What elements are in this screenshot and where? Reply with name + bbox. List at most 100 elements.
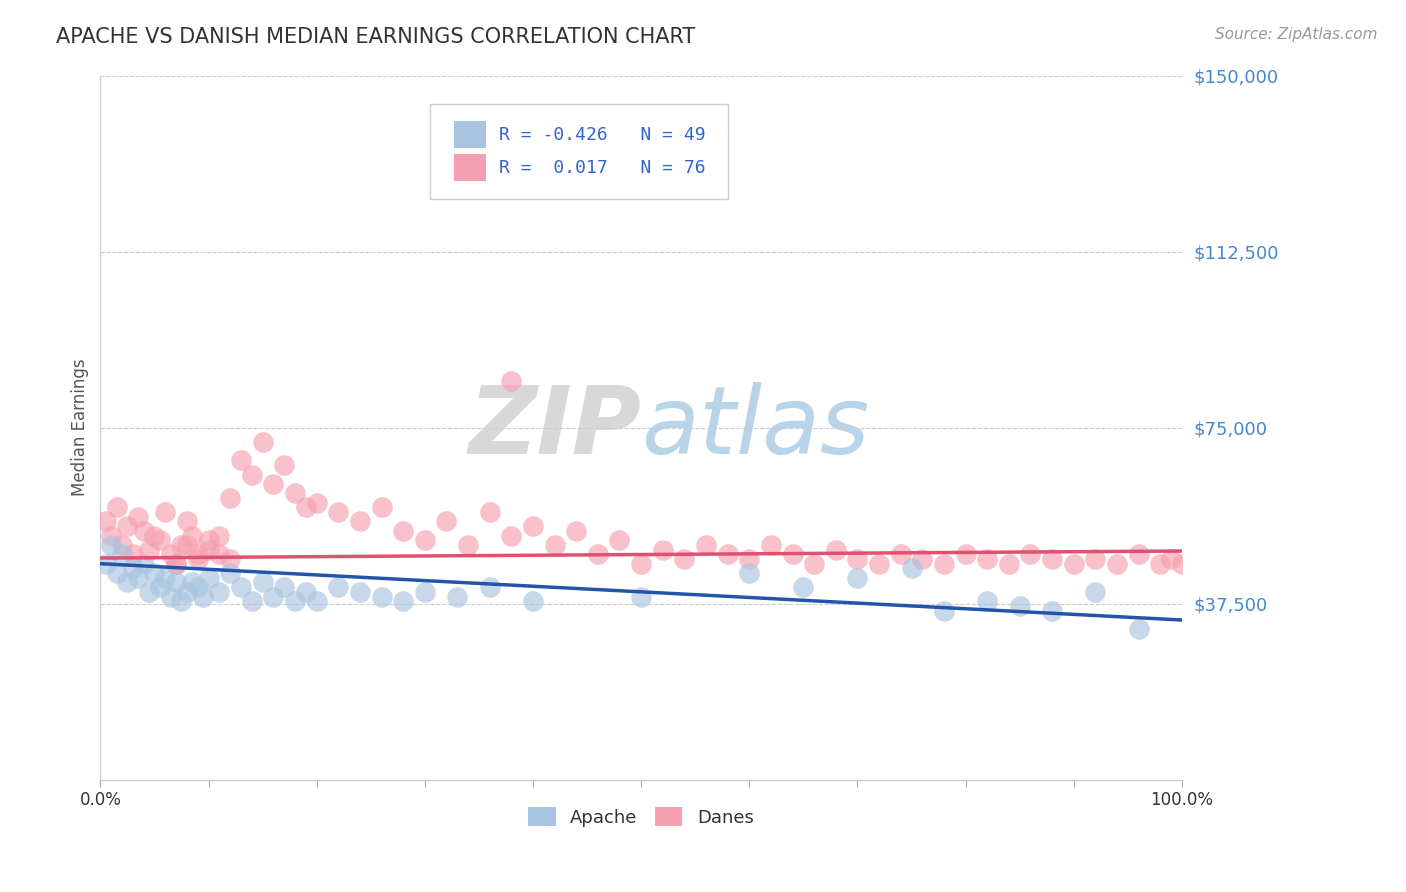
Point	[240, 594, 263, 608]
Point	[170, 538, 193, 552]
Point	[111, 538, 134, 552]
Point	[117, 575, 139, 590]
FancyBboxPatch shape	[430, 103, 728, 199]
Point	[349, 515, 371, 529]
Point	[1084, 552, 1107, 566]
Point	[165, 557, 187, 571]
Point	[792, 580, 814, 594]
Legend: Apache, Danes: Apache, Danes	[522, 800, 761, 834]
Point	[1008, 599, 1031, 613]
Point	[717, 547, 740, 561]
Point	[105, 566, 128, 580]
Point	[1040, 604, 1063, 618]
Point	[501, 528, 523, 542]
Point	[197, 571, 219, 585]
Point	[187, 547, 209, 561]
Text: atlas: atlas	[641, 382, 869, 473]
Point	[543, 538, 565, 552]
Point	[478, 505, 501, 519]
Point	[208, 528, 231, 542]
Bar	[454, 154, 486, 181]
Point	[94, 515, 117, 529]
Point	[457, 538, 479, 552]
Point	[824, 542, 846, 557]
Text: R =  0.017   N = 76: R = 0.017 N = 76	[499, 159, 706, 177]
Point	[159, 590, 181, 604]
Point	[554, 171, 576, 186]
Point	[609, 533, 631, 548]
Text: Source: ZipAtlas.com: Source: ZipAtlas.com	[1215, 27, 1378, 42]
Point	[121, 547, 143, 561]
Point	[132, 524, 155, 538]
Point	[695, 538, 717, 552]
Point	[127, 571, 149, 585]
Point	[273, 458, 295, 472]
Point	[846, 552, 869, 566]
Text: R = -0.426   N = 49: R = -0.426 N = 49	[499, 126, 706, 144]
Point	[132, 557, 155, 571]
Point	[143, 566, 166, 580]
Point	[176, 538, 198, 552]
Point	[187, 580, 209, 594]
Point	[630, 557, 652, 571]
Point	[159, 547, 181, 561]
Point	[121, 561, 143, 575]
Point	[586, 547, 609, 561]
Point	[149, 580, 172, 594]
Point	[229, 453, 252, 467]
Point	[149, 533, 172, 548]
Point	[165, 575, 187, 590]
Point	[252, 434, 274, 449]
Point	[738, 552, 761, 566]
Point	[165, 557, 187, 571]
Point	[955, 547, 977, 561]
Point	[191, 590, 214, 604]
Point	[522, 594, 544, 608]
Point	[328, 580, 350, 594]
Point	[911, 552, 934, 566]
Point	[868, 557, 890, 571]
Point	[181, 528, 204, 542]
Point	[284, 594, 307, 608]
Point	[262, 590, 284, 604]
Point	[782, 547, 804, 561]
Point	[1160, 552, 1182, 566]
Point	[1171, 557, 1194, 571]
Y-axis label: Median Earnings: Median Earnings	[72, 359, 89, 496]
Point	[181, 575, 204, 590]
Point	[295, 585, 318, 599]
Point	[478, 580, 501, 594]
Point	[143, 528, 166, 542]
Point	[413, 533, 436, 548]
Point	[305, 496, 328, 510]
Point	[759, 538, 782, 552]
Point	[328, 505, 350, 519]
Point	[976, 594, 998, 608]
Point	[349, 585, 371, 599]
Point	[932, 557, 955, 571]
Point	[890, 547, 912, 561]
Point	[651, 542, 673, 557]
Point	[1063, 557, 1085, 571]
Point	[413, 585, 436, 599]
Point	[208, 585, 231, 599]
Point	[1128, 623, 1150, 637]
Point	[565, 524, 588, 538]
Point	[100, 538, 122, 552]
Point	[392, 594, 415, 608]
Point	[117, 519, 139, 533]
Point	[522, 519, 544, 533]
Point	[976, 552, 998, 566]
Point	[240, 467, 263, 482]
Point	[998, 557, 1021, 571]
Point	[932, 604, 955, 618]
Point	[1084, 585, 1107, 599]
Point	[155, 505, 177, 519]
Point	[305, 594, 328, 608]
Point	[176, 515, 198, 529]
Point	[252, 575, 274, 590]
Point	[229, 580, 252, 594]
Point	[284, 486, 307, 500]
Point	[1019, 547, 1042, 561]
Point	[262, 476, 284, 491]
